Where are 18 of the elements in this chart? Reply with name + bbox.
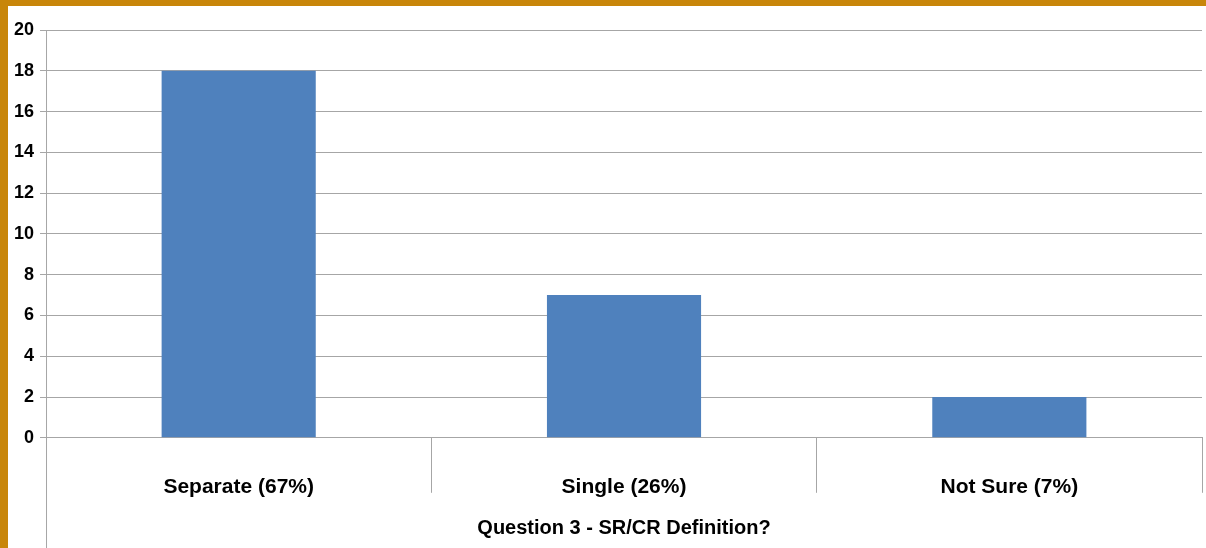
y-tick-label: 4 [24, 345, 35, 366]
y-tick-label: 12 [13, 182, 35, 203]
x-tick-label: Single (26%) [561, 474, 687, 498]
y-tick-label: 10 [13, 222, 35, 243]
y-tick-label: 0 [24, 426, 35, 447]
x-tick-label: Not Sure (7%) [940, 474, 1079, 498]
y-tick-label: 16 [13, 100, 35, 121]
x-tick-label: Separate (67%) [163, 474, 314, 498]
y-tick-label: 18 [13, 59, 35, 80]
y-tick-label: 14 [13, 141, 35, 162]
y-tick-label: 20 [13, 18, 35, 39]
x-axis-title: Question 3 - SR/CR Definition? [477, 515, 771, 538]
bar [546, 295, 702, 438]
y-tick-label: 8 [24, 263, 35, 284]
y-tick-label: 2 [24, 385, 35, 406]
bar [161, 70, 316, 438]
bar [932, 397, 1087, 438]
y-tick-label: 6 [24, 304, 35, 325]
